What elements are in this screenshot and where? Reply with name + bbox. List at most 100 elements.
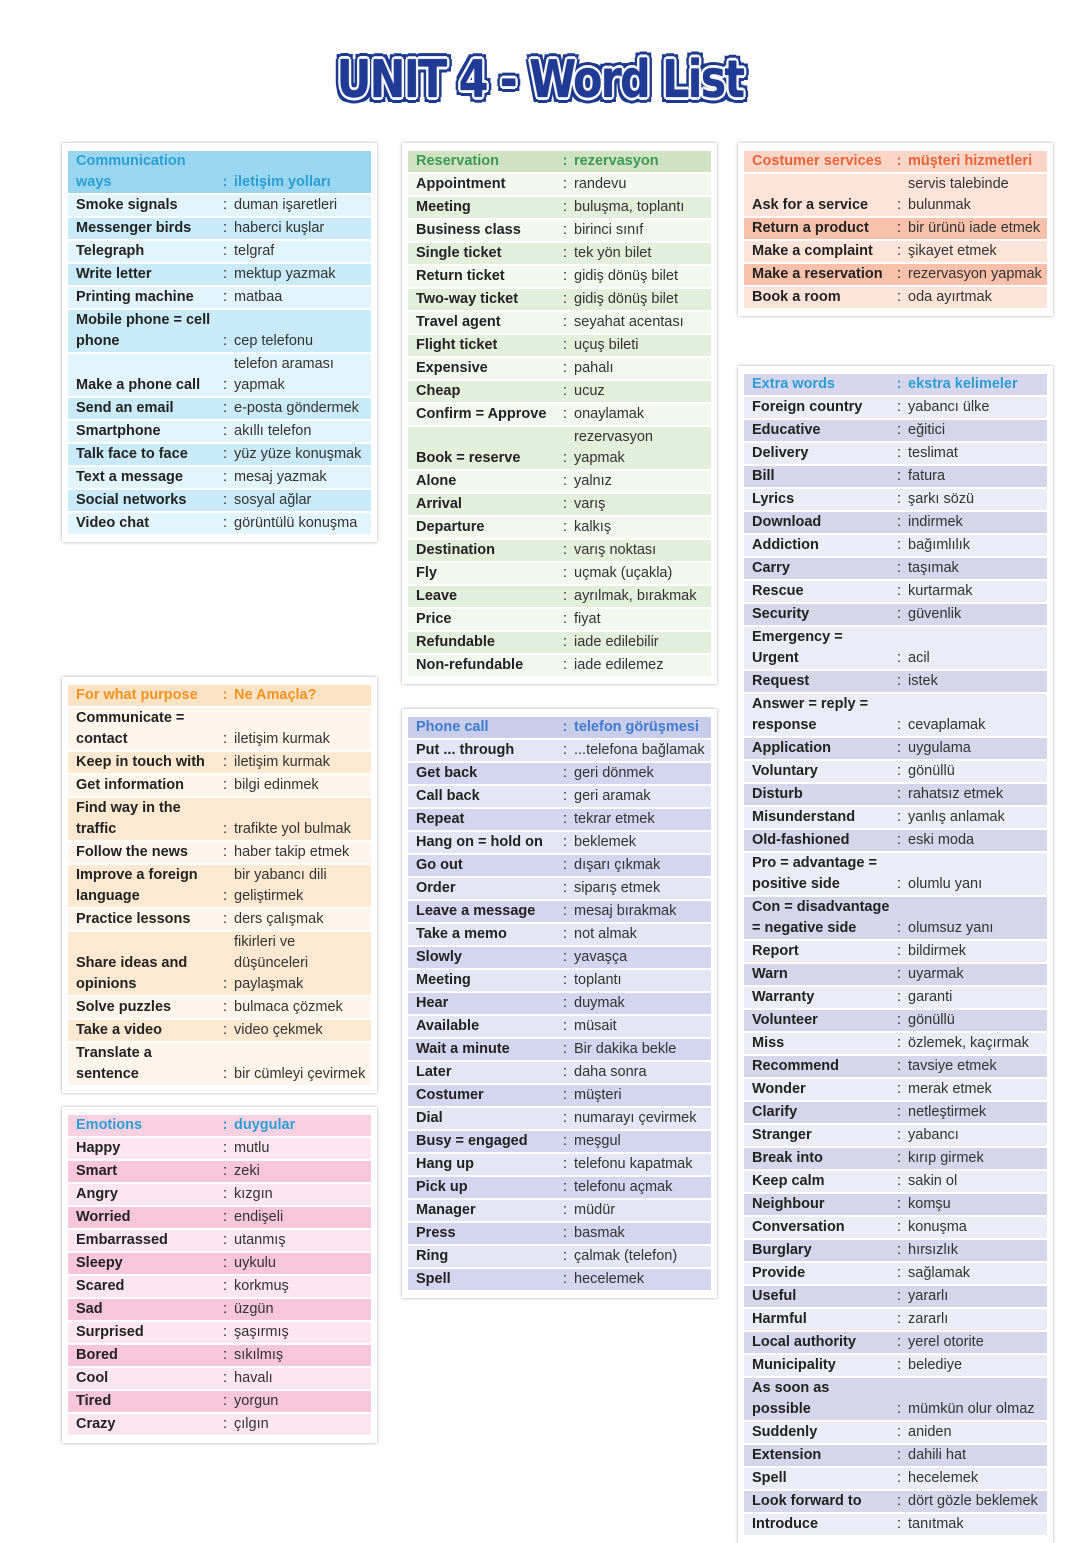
turkish-meaning: konuşma [904,1217,1047,1238]
turkish-meaning: mesaj yazmak [230,467,371,488]
turkish-meaning: fikirleri ve düşünceleri paylaşmak [230,932,371,995]
english-term: Press [408,1223,560,1244]
turkish-meaning: indirmek [904,512,1047,533]
header-turkish: duygular [230,1115,371,1136]
turkish-meaning: mutlu [230,1138,371,1159]
turkish-meaning: pahalı [570,358,711,379]
word-row: Printing machine: matbaa [68,287,371,308]
english-term: Take a video [68,1020,220,1041]
section-services: Costumer services: müşteri hizmetleri Ask … [738,143,1053,316]
separator-colon: : [560,947,570,968]
turkish-meaning: fatura [904,466,1047,487]
section-header: Emotions: duygular [68,1115,371,1136]
word-row: Warranty: garanti [744,987,1047,1008]
word-row: Video chat: görüntülü konuşma [68,513,371,534]
english-term: Make a complaint [744,241,894,262]
english-term: Video chat [68,513,220,534]
english-term: Rescue [744,581,894,602]
turkish-meaning: belediye [904,1355,1047,1376]
separator-colon: : [894,1217,904,1238]
english-term: Introduce [744,1514,894,1535]
word-row: Text a message: mesaj yazmak [68,467,371,488]
turkish-meaning: buluşma, toplantı [570,197,711,218]
word-row: Local authority: yerel otorite [744,1332,1047,1353]
separator-colon: : [220,865,230,907]
separator-colon: : [894,218,904,239]
turkish-meaning: taşımak [904,558,1047,579]
english-term: Angry [68,1184,220,1205]
turkish-meaning: aniden [904,1422,1047,1443]
word-row: Hang on = hold on: beklemek [408,832,711,853]
turkish-meaning: tekrar etmek [570,809,711,830]
word-row: Download: indirmek [744,512,1047,533]
word-row: Carry: taşımak [744,558,1047,579]
separator-colon: : [894,694,904,736]
word-row: Security: güvenlik [744,604,1047,625]
word-row: Misunderstand: yanlış anlamak [744,807,1047,828]
separator-colon: : [560,517,570,538]
turkish-meaning: mektup yazmak [230,264,371,285]
turkish-meaning: basmak [570,1223,711,1244]
turkish-meaning: gidiş dönüş bilet [570,266,711,287]
turkish-meaning: geri dönmek [570,763,711,784]
word-row: Break into: kırıp girmek [744,1148,1047,1169]
english-term: Confirm = Approve [408,404,560,425]
turkish-meaning: merak etmek [904,1079,1047,1100]
english-term: Price [408,609,560,630]
english-term: Destination [408,540,560,561]
english-term: Smoke signals [68,195,220,216]
separator-colon: : [220,490,230,511]
header-turkish: Ne Amaçla? [230,685,371,706]
word-row: Leave a message: mesaj bırakmak [408,901,711,922]
word-row: Scared: korkmuş [68,1276,371,1297]
english-term: Hang on = hold on [408,832,560,853]
header-english: Phone call [408,717,560,738]
phone-table: Phone call: telefon görüşmesi Put ... thro… [408,715,711,1292]
english-term: Ring [408,1246,560,1267]
word-row: Go out: dışarı çıkmak [408,855,711,876]
english-term: Leave a message [408,901,560,922]
turkish-meaning: telefonu kapatmak [570,1154,711,1175]
separator-colon: : [560,609,570,630]
turkish-meaning: siparış etmek [570,878,711,899]
separator-colon: : [894,397,904,418]
section-reservation: Reservation: rezervasyon Appointment: rande… [402,143,717,684]
turkish-meaning: havalı [230,1368,371,1389]
separator-colon: : [220,1043,230,1085]
section-phone: Phone call: telefon görüşmesi Put ... thro… [402,709,717,1298]
turkish-meaning: duymak [570,993,711,1014]
separator-colon: : [560,1062,570,1083]
word-row: Introduce: tanıtmak [744,1514,1047,1535]
english-term: Later [408,1062,560,1083]
word-row: Available: müsait [408,1016,711,1037]
separator-colon: : [560,540,570,561]
english-term: Appointment [408,174,560,195]
turkish-meaning: hırsızlık [904,1240,1047,1261]
separator-colon: : [560,1085,570,1106]
word-row: Smartphone: akıllı telefon [68,421,371,442]
separator-colon: : [560,1039,570,1060]
english-term: Book = reserve [408,427,560,469]
word-row: Suddenly: aniden [744,1422,1047,1443]
word-row: Ask for a service: servis talebinde bulun… [744,174,1047,216]
separator-colon: : [220,932,230,995]
word-row: Two-way ticket: gidiş dönüş bilet [408,289,711,310]
word-row: Meeting: buluşma, toplantı [408,197,711,218]
separator-colon: : [894,627,904,669]
english-term: Educative [744,420,894,441]
turkish-meaning: sosyal ağlar [230,490,371,511]
english-term: Stranger [744,1125,894,1146]
separator-colon: : [560,563,570,584]
separator-colon: : [560,289,570,310]
turkish-meaning: akıllı telefon [230,421,371,442]
word-row: Leave: ayrılmak, bırakmak [408,586,711,607]
page-title: UNIT 4 - Word List [336,50,745,110]
english-term: Emergency = Urgent [744,627,894,669]
section-emotions: Emotions: duygular Happy: mutlu Smart: zeki An… [62,1107,377,1443]
english-term: Smart [68,1161,220,1182]
header-english: Costumer services [744,151,894,172]
word-row: Voluntary: gönüllü [744,761,1047,782]
separator-colon: : [220,798,230,840]
word-row: Recommend: tavsiye etmek [744,1056,1047,1077]
turkish-meaning: ucuz [570,381,711,402]
